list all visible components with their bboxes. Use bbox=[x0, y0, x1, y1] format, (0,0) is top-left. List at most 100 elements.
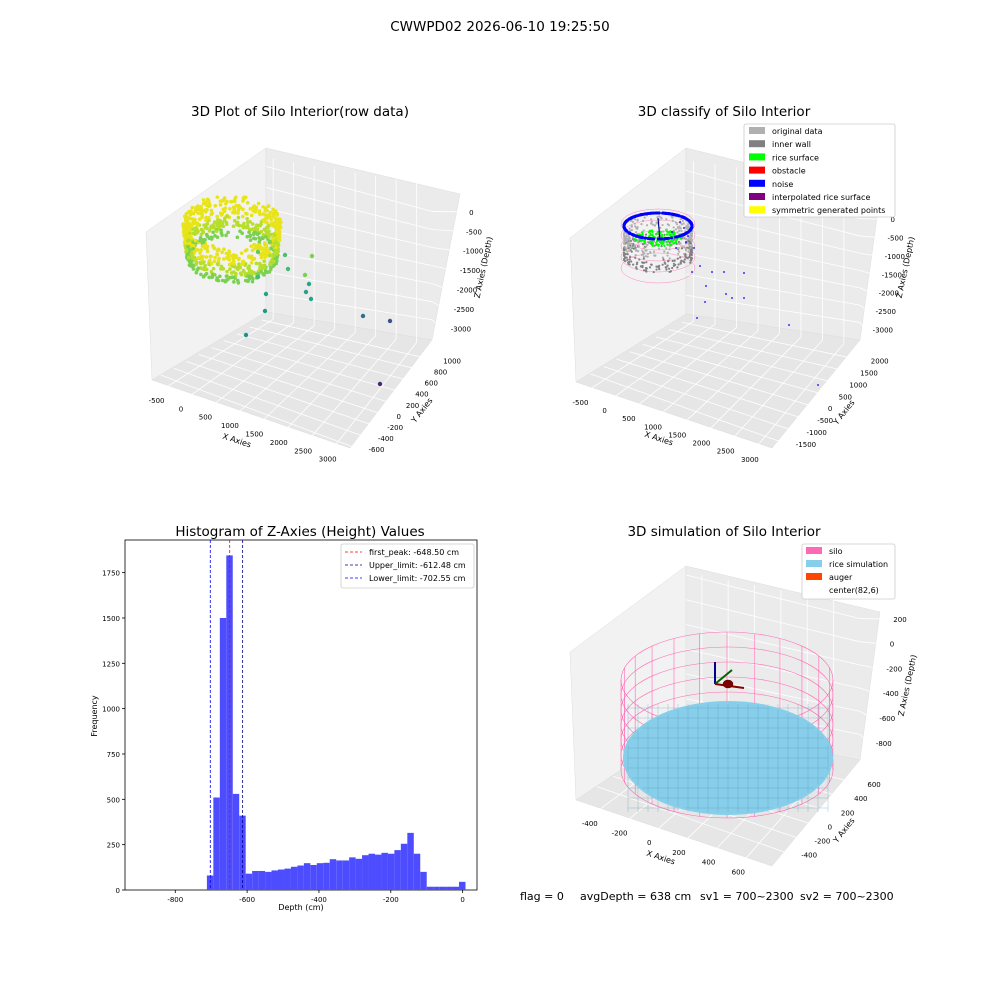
panel1-point bbox=[276, 231, 280, 235]
panel2-silo-ring bbox=[620, 241, 696, 273]
panel2-silo-ring bbox=[620, 252, 696, 284]
panel2-wall-point bbox=[633, 245, 636, 248]
panel2-wall-point bbox=[632, 247, 635, 250]
panel1-point bbox=[224, 278, 229, 283]
panel1-point bbox=[207, 275, 211, 280]
panel1-point bbox=[263, 219, 267, 224]
p1-xgrid-line bbox=[209, 325, 315, 409]
panel3-bar bbox=[245, 873, 253, 890]
panel2-x-ticks: -500 0 500 1000 1500 2000 2500 3000 bbox=[573, 399, 759, 464]
panel2-wall-point bbox=[684, 226, 687, 229]
panel2-rice-point bbox=[660, 242, 663, 245]
panel1-x-ticks: -500 0 500 1000 1500 2000 2500 3000 bbox=[149, 397, 337, 464]
panel1-outlier-point bbox=[387, 318, 393, 324]
panel1-point bbox=[207, 204, 211, 209]
panel1-point bbox=[274, 220, 279, 224]
footer-sv1: sv1 = 700~2300 bbox=[700, 890, 794, 903]
panel1-point bbox=[199, 272, 203, 277]
panel3-y-ticks: 0 250 500 750 1000 1250 1500 1750 bbox=[102, 570, 125, 895]
p1-ygrid-line bbox=[249, 326, 422, 371]
panel1-ylabel: Y Axies bbox=[409, 396, 435, 425]
panel1-point bbox=[234, 272, 238, 276]
panel3-bar bbox=[310, 864, 317, 890]
panel2-legend-label: noise bbox=[772, 180, 793, 189]
panel1-point bbox=[193, 238, 198, 243]
panel1-point bbox=[261, 205, 265, 209]
p4-zgrid-line bbox=[685, 624, 861, 666]
panel1-outlier-point bbox=[267, 239, 273, 245]
panel2-noise-ring-point bbox=[660, 237, 664, 241]
panel1-point bbox=[222, 247, 226, 251]
panel1-point bbox=[224, 274, 229, 278]
p1-ztick-label: -500 bbox=[466, 228, 482, 236]
panel2-wall-point bbox=[687, 223, 690, 226]
panel1-point bbox=[249, 244, 254, 249]
panel1-point bbox=[249, 254, 254, 259]
panel2-noise-ring-point bbox=[635, 234, 639, 238]
panel3-legend-label: first_peak: -648.50 cm bbox=[369, 548, 459, 557]
p2-ygrid-line bbox=[629, 351, 817, 408]
panel2-wall-point bbox=[646, 255, 649, 258]
panel2-title: 3D classify of Silo Interior bbox=[638, 104, 811, 120]
panel2-rice-point bbox=[672, 242, 675, 245]
panel1-point bbox=[239, 251, 244, 255]
panel2-legend-label: interpolated rice surface bbox=[772, 193, 870, 202]
panel2-legend-swatch bbox=[749, 179, 765, 187]
panel1-point bbox=[225, 269, 229, 274]
panel1-outlier-point bbox=[308, 296, 314, 302]
panel2-wall-point bbox=[661, 263, 664, 266]
panel3-xtick-label: -600 bbox=[239, 896, 255, 904]
panel2-noise-ring-point bbox=[671, 212, 675, 216]
panel2-wall-point bbox=[673, 259, 676, 262]
panel1-point bbox=[194, 270, 199, 275]
panel2-rice-point bbox=[655, 243, 658, 246]
panel2-wall-point bbox=[665, 247, 668, 250]
p1-ytick-label: -400 bbox=[378, 435, 394, 443]
panel2-wall-point bbox=[678, 229, 681, 232]
panel1-outlier-point bbox=[377, 381, 383, 387]
panel2-wall-point bbox=[629, 244, 632, 247]
panel2-noise-ring-point bbox=[680, 233, 684, 237]
panel2-z-ticks: 0 -500 -1000 -1500 -2000 -2500 -3000 bbox=[873, 216, 905, 334]
panel1-point bbox=[209, 261, 214, 266]
panel2-wall-point bbox=[622, 251, 626, 254]
panel1-point bbox=[184, 226, 189, 230]
panel2-grid bbox=[584, 161, 883, 451]
panel2-wall-point bbox=[677, 240, 681, 244]
panel1-point bbox=[210, 211, 215, 215]
panel2-rice-point bbox=[648, 241, 652, 244]
p2-xtick-label: 2500 bbox=[717, 448, 735, 456]
panel1-point bbox=[199, 248, 204, 252]
panel1-point bbox=[247, 264, 251, 268]
panel2-legend-label: inner wall bbox=[772, 140, 811, 149]
p1-xtick-label: 0 bbox=[179, 405, 183, 413]
panel2-wall-point bbox=[650, 220, 653, 223]
panel2-wall-point bbox=[663, 261, 666, 264]
panel1-point bbox=[198, 238, 202, 243]
panel1-point bbox=[227, 262, 232, 267]
panel2-wall-point bbox=[645, 261, 648, 264]
panel1-point bbox=[207, 216, 211, 220]
panel2-wall-point bbox=[690, 239, 694, 242]
panel2-wall-point bbox=[631, 220, 634, 223]
panel1-point bbox=[241, 197, 246, 201]
panel2-wall-point bbox=[644, 233, 648, 236]
panel2-wall-point bbox=[629, 229, 632, 232]
panel2-noise-ring-point bbox=[681, 215, 685, 219]
panel1-point bbox=[259, 247, 263, 251]
panel2-rice-point bbox=[643, 241, 646, 244]
panel2-wall-point bbox=[633, 222, 636, 225]
panel2-rice-point bbox=[649, 234, 652, 237]
panel1-point bbox=[230, 199, 234, 204]
panel1-point bbox=[215, 195, 220, 199]
panel1-point bbox=[210, 272, 215, 277]
panel1-point bbox=[212, 246, 217, 251]
panel1-point bbox=[191, 267, 196, 271]
panel1-point bbox=[204, 215, 208, 220]
p1-ytick-label: -200 bbox=[387, 424, 403, 432]
panel1-point bbox=[190, 205, 195, 210]
panel3-bar bbox=[368, 853, 375, 890]
panel1-point bbox=[200, 215, 204, 220]
panel2-wall-point bbox=[690, 257, 693, 260]
p1-ztick-label: -3000 bbox=[451, 326, 471, 334]
